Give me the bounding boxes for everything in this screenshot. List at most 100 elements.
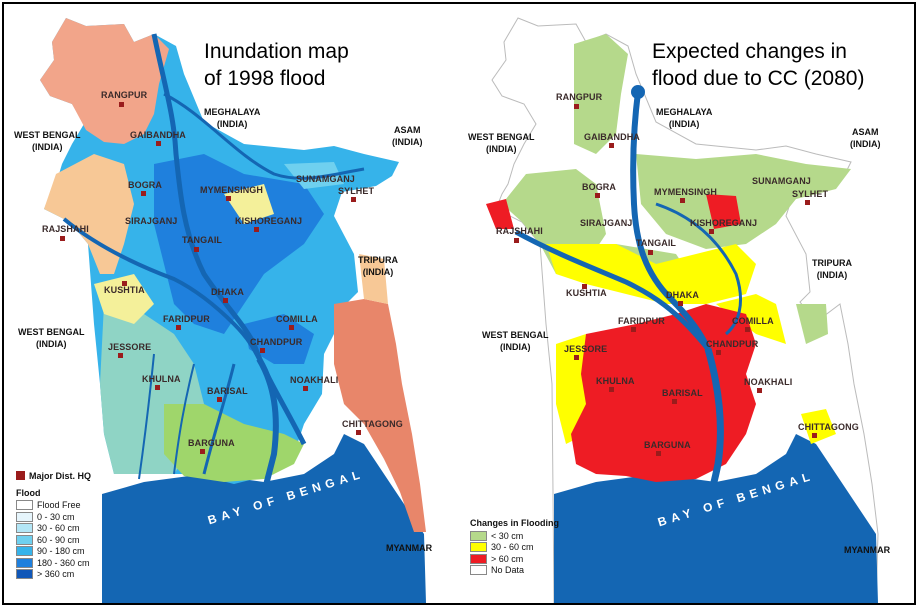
flood-legend-swatch (16, 557, 33, 568)
city-mymensingh: MYMENSINGH (200, 185, 264, 195)
city-chittagong: CHITTAGONG (342, 419, 403, 429)
change-legend-swatch (470, 553, 487, 564)
northeast-green (636, 154, 851, 249)
left-title-line1: Inundation map (204, 40, 349, 63)
city-tangail: TANGAIL (182, 235, 223, 245)
west-bengal-mid-label: WEST BENGAL (INDIA) (482, 330, 549, 352)
flood-legend-swatch (16, 500, 33, 511)
hq-marker (656, 451, 661, 456)
yellow-chittagong (801, 409, 836, 444)
city-chandpur: CHANDPUR (706, 339, 759, 349)
city-bogra: BOGRA (582, 182, 616, 192)
padma-river (62, 217, 261, 360)
flood-legend-swatch (16, 511, 33, 522)
city-kushtia: KUSHTIA (104, 285, 145, 295)
hq-marker (648, 250, 653, 255)
chittagong-hill-tracts (334, 299, 426, 532)
city-rajshahi: RAJSHAHI (42, 224, 89, 234)
city-rangpur: RANGPUR (101, 90, 148, 100)
west-bengal-mid-label: WEST BENGAL (INDIA) (18, 327, 85, 349)
sea-area (554, 434, 878, 603)
hq-marker (574, 355, 579, 360)
hq-marker (514, 238, 519, 243)
hq-marker (678, 301, 683, 306)
meghna-river (256, 357, 279, 495)
flood-legend-item: 0 - 30 cm (16, 511, 91, 523)
city-sirajganj: SIRAJGANJ (580, 218, 633, 228)
hq-marker (672, 399, 677, 404)
flood-legend-swatch (16, 569, 33, 580)
hq-marker (680, 198, 685, 203)
hq-marker (118, 353, 123, 358)
city-chittagong: CHITTAGONG (798, 422, 859, 432)
flood-legend-label: 60 - 90 cm (37, 534, 80, 545)
hq-marker (631, 327, 636, 332)
delta-channel-3 (138, 353, 155, 480)
city-comilla: COMILLA (732, 316, 774, 326)
hq-marker (155, 385, 160, 390)
hq-marker (356, 430, 361, 435)
hq-marker (805, 200, 810, 205)
change-legend-swatch (470, 565, 487, 576)
city-sirajganj: SIRAJGANJ (125, 216, 178, 226)
hq-marker (757, 388, 762, 393)
east-green (796, 304, 828, 344)
hq-marker (609, 143, 614, 148)
change-legend-item: > 60 cm (470, 553, 559, 565)
city-rangpur: RANGPUR (556, 92, 603, 102)
river-branch (655, 202, 743, 336)
right-title-line1: Expected changes in (652, 40, 847, 63)
city-bogra: BOGRA (128, 180, 162, 190)
flood-legend-label: 30 - 60 cm (37, 523, 80, 534)
city-rajshahi: RAJSHAHI (496, 226, 543, 236)
hq-marker (223, 298, 228, 303)
city-jessore: JESSORE (108, 342, 152, 352)
asam-label: ASAM (INDIA) (850, 127, 881, 149)
flood-legend-item: Flood Free (16, 500, 91, 512)
change-legend-swatch (470, 542, 487, 553)
city-comilla: COMILLA (276, 314, 318, 324)
hq-marker (122, 281, 127, 286)
red-high-change (571, 304, 756, 482)
hq-marker (194, 247, 199, 252)
flood-legend-swatch (16, 534, 33, 545)
flood-legend-swatch (16, 523, 33, 534)
change-legend-item: < 30 cm (470, 530, 559, 542)
change-legend-title: Changes in Flooding (470, 518, 559, 528)
meghalaya-label: MEGHALAYA (INDIA) (656, 107, 713, 129)
hq-marker (351, 197, 356, 202)
tripura-label: TRIPURA (INDIA) (812, 258, 852, 280)
city-gaibandha: GAIBANDHA (130, 130, 186, 140)
central-deep-flood (154, 154, 324, 334)
hq-marker (582, 284, 587, 289)
flood-legend-items: Flood Free 0 - 30 cm 30 - 60 cm 60 - 90 cm 9… (16, 500, 91, 581)
change-legend-label: No Data (491, 565, 525, 576)
left-title-line2: of 1998 flood (204, 67, 326, 90)
change-legend-item: No Data (470, 565, 559, 577)
flood-legend-item: 180 - 360 cm (16, 557, 91, 569)
hq-marker (176, 325, 181, 330)
city-barisal: BARISAL (662, 388, 703, 398)
left-map-title: Inundation map of 1998 flood (204, 38, 349, 92)
myanmar-label: MYANMAR (386, 543, 433, 553)
city-sunamganj: SUNAMGANJ (752, 176, 811, 186)
hq-marker (60, 236, 65, 241)
meghalaya-label: MEGHALAYA (INDIA) (204, 107, 261, 129)
flood-legend-label: > 360 cm (37, 569, 75, 580)
old-brahmaputra (163, 92, 365, 180)
change-legend-label: > 60 cm (491, 553, 524, 564)
city-kushtia: KUSHTIA (566, 288, 607, 298)
red-rajshahi (486, 199, 514, 229)
hq-marker (200, 449, 205, 454)
jamuna-river (630, 91, 711, 351)
change-legend-items: < 30 cm 30 - 60 cm > 60 cm No Data (470, 530, 559, 576)
city-sunamganj: SUNAMGANJ (296, 174, 355, 184)
city-khulna: KHULNA (142, 374, 181, 384)
tripura-border-area (359, 254, 388, 304)
delta-channel-2 (173, 363, 195, 475)
city-gaibandha: GAIBANDHA (584, 132, 640, 142)
city-faridpur: FARIDPUR (163, 314, 210, 324)
asam-label: ASAM (INDIA) (392, 125, 423, 147)
hq-marker (254, 227, 259, 232)
